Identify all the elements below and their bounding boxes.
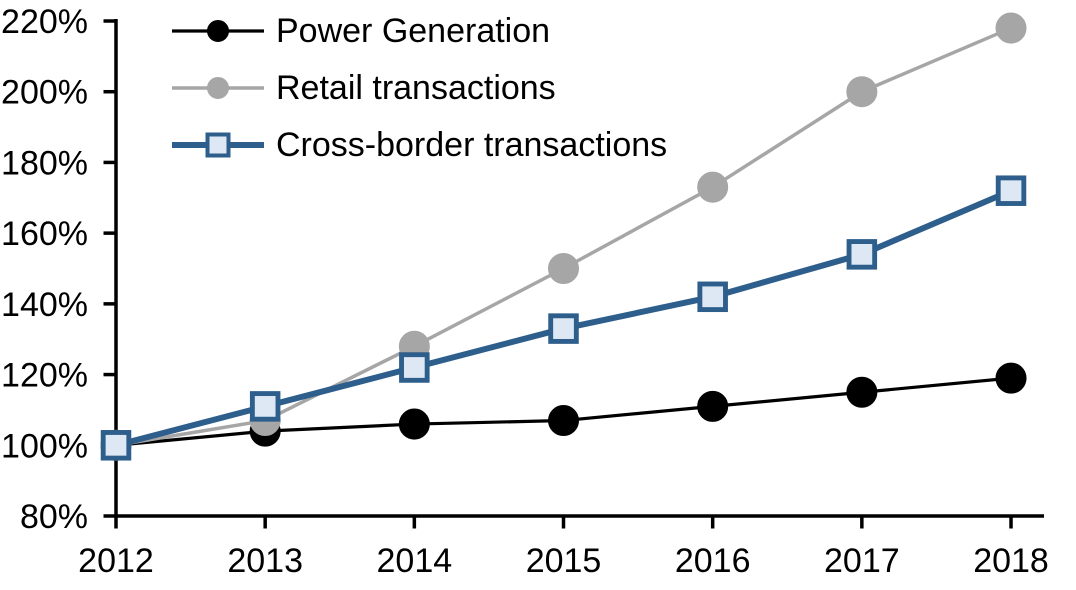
x-axis-tick-label: 2016 bbox=[675, 542, 751, 580]
data-point-marker bbox=[697, 281, 728, 313]
y-axis-tick-label: 180% bbox=[1, 144, 88, 182]
legend-swatch-retail-transactions-icon bbox=[172, 77, 264, 99]
data-point-marker bbox=[548, 252, 580, 285]
legend-item-retail-transactions: Retail transactions bbox=[170, 67, 667, 109]
legend-label-cross-border-transactions: Cross-border transactions bbox=[276, 126, 668, 164]
y-axis-tick-label: 120% bbox=[1, 357, 88, 395]
data-point-marker bbox=[846, 376, 878, 408]
legend-swatch-power-generation-icon bbox=[172, 20, 264, 42]
legend-label-retail-transactions: Retail transactions bbox=[276, 69, 556, 107]
legend-label-power-generation: Power Generation bbox=[276, 12, 551, 50]
data-point-marker bbox=[697, 171, 729, 203]
data-point-marker bbox=[995, 12, 1027, 44]
x-axis-tick-label: 2012 bbox=[78, 542, 154, 580]
legend-item-power-generation: Power Generation bbox=[170, 10, 667, 52]
y-axis-tick-label: 80% bbox=[20, 498, 88, 536]
y-axis-tick-label: 220% bbox=[1, 3, 88, 41]
data-point-marker bbox=[548, 313, 579, 344]
x-axis-tick-label: 2018 bbox=[973, 542, 1049, 580]
legend-marker bbox=[207, 20, 229, 42]
data-point-marker bbox=[548, 405, 580, 437]
y-axis-tick-label: 200% bbox=[1, 74, 88, 112]
y-axis-tick-label: 140% bbox=[1, 286, 88, 324]
legend: Power Generation Retail transactions Cro… bbox=[170, 10, 667, 166]
axes: 80% 100% 120% 140% 160% 180% 200% 220% 2012 2013 2… bbox=[1, 3, 1049, 580]
y-axis-tick-label: 160% bbox=[1, 215, 88, 253]
legend-item-cross-border-transactions: Cross-border transactions bbox=[170, 124, 667, 166]
data-point-marker bbox=[100, 430, 132, 461]
data-point-marker bbox=[399, 352, 430, 383]
data-point-marker bbox=[846, 76, 878, 108]
x-axis-tick-label: 2014 bbox=[377, 542, 453, 580]
data-point-marker bbox=[995, 175, 1027, 206]
data-point-marker bbox=[249, 391, 281, 422]
data-point-marker bbox=[995, 362, 1027, 394]
x-axis-tick-label: 2017 bbox=[824, 542, 900, 580]
x-axis-tick-label: 2013 bbox=[227, 542, 303, 580]
data-point-marker bbox=[846, 239, 878, 270]
x-axis-tick-label: 2015 bbox=[526, 542, 602, 580]
legend-swatch-cross-border-transactions-icon bbox=[172, 132, 264, 158]
legend-marker bbox=[205, 132, 231, 158]
data-point-marker bbox=[398, 408, 430, 440]
y-axis-tick-label: 100% bbox=[1, 427, 88, 465]
data-point-marker bbox=[697, 390, 729, 422]
legend-marker bbox=[207, 77, 229, 99]
series-cross-border-transactions bbox=[100, 175, 1027, 461]
